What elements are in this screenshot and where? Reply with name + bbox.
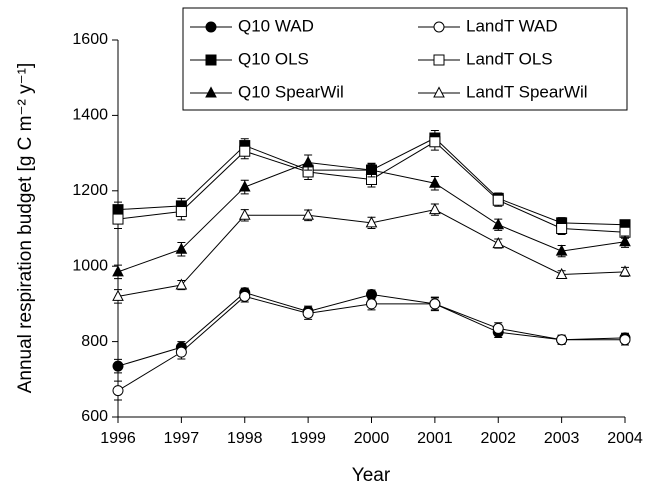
x-axis-title: Year	[352, 465, 391, 486]
marker	[429, 136, 441, 148]
marker	[555, 267, 568, 279]
y-axis-title: Annual respiration budget [g C m⁻² y⁻¹]	[15, 63, 36, 394]
marker	[429, 176, 441, 188]
legend-marker	[205, 86, 217, 98]
y-tick-label: 1400	[72, 107, 108, 124]
marker	[175, 206, 187, 218]
marker	[112, 385, 124, 397]
marker	[302, 307, 314, 319]
legend-marker	[433, 86, 445, 98]
legend-label: LandT SpearWil	[466, 82, 588, 101]
x-tick-label: 2001	[417, 430, 453, 447]
marker	[239, 145, 251, 157]
marker	[619, 265, 631, 277]
marker	[112, 289, 124, 301]
series-line	[117, 295, 625, 392]
legend-label: Q10 OLS	[238, 49, 309, 68]
marker	[175, 346, 187, 358]
marker	[555, 244, 568, 256]
marker	[429, 298, 441, 310]
y-tick-label: 1600	[72, 31, 108, 48]
marker	[365, 163, 378, 175]
marker	[112, 265, 124, 277]
marker	[112, 360, 124, 372]
marker	[556, 334, 568, 346]
x-tick-label: 2003	[544, 430, 580, 447]
legend-marker	[205, 21, 217, 33]
marker	[619, 235, 631, 247]
marker	[492, 322, 504, 334]
legend-box	[182, 7, 628, 111]
marker	[365, 216, 378, 228]
legend-marker	[433, 54, 445, 66]
marker	[492, 237, 505, 249]
x-tick-label: 1996	[100, 430, 136, 447]
legend-marker	[205, 54, 217, 66]
x-tick-label: 2000	[354, 430, 390, 447]
y-tick-label: 1000	[72, 257, 108, 274]
marker	[238, 180, 251, 192]
marker	[492, 194, 504, 206]
marker	[302, 208, 314, 220]
marker	[112, 213, 124, 225]
legend-label: LandT WAD	[466, 16, 558, 35]
marker	[239, 290, 251, 302]
marker	[619, 334, 631, 346]
legend-label: LandT OLS	[466, 49, 553, 68]
x-tick-label: 1997	[164, 430, 200, 447]
marker	[366, 298, 377, 310]
marker	[175, 278, 188, 290]
marker	[492, 218, 505, 230]
x-tick-label: 1998	[227, 430, 263, 447]
y-tick-label: 1200	[72, 182, 108, 199]
marker	[175, 242, 188, 254]
y-tick-label: 600	[81, 408, 108, 425]
marker	[238, 208, 251, 220]
x-tick-label: 1999	[290, 430, 326, 447]
x-tick-label: 2004	[607, 430, 643, 447]
legend-marker	[433, 21, 445, 33]
legend-label: Q10 WAD	[238, 16, 314, 35]
marker	[429, 203, 441, 215]
y-tick-label: 800	[81, 333, 108, 350]
x-tick-label: 2002	[480, 430, 516, 447]
marker	[302, 155, 314, 168]
marker	[556, 223, 568, 234]
legend-label: Q10 SpearWil	[238, 82, 344, 101]
